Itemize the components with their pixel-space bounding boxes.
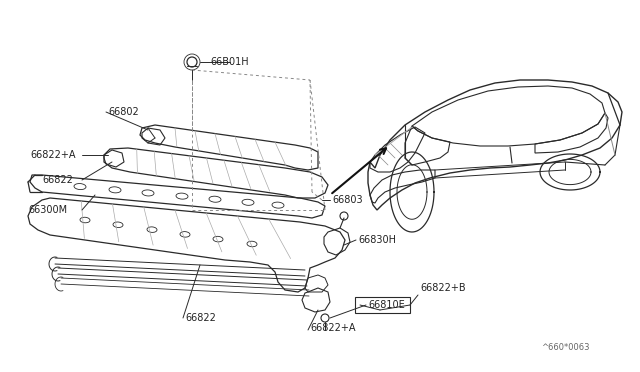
Text: 66810E: 66810E (368, 300, 404, 310)
Text: 66B01H: 66B01H (210, 57, 248, 67)
Text: 66803: 66803 (332, 195, 363, 205)
Bar (355, 297, 410, 313)
Text: 66802: 66802 (108, 107, 139, 117)
Text: 66300M: 66300M (28, 205, 67, 215)
Text: 66830H: 66830H (358, 235, 396, 245)
Text: 66822: 66822 (42, 175, 73, 185)
Text: 66822+B: 66822+B (420, 283, 466, 293)
Text: 66822+A: 66822+A (30, 150, 76, 160)
Text: 66822: 66822 (185, 313, 216, 323)
Text: 66822+A: 66822+A (310, 323, 355, 333)
Text: ^660*0063: ^660*0063 (541, 343, 590, 352)
